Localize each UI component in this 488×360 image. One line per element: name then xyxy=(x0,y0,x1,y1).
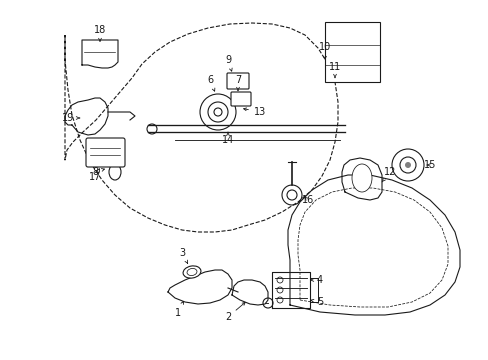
Ellipse shape xyxy=(183,266,201,278)
Circle shape xyxy=(404,162,410,168)
Text: 9: 9 xyxy=(224,55,232,71)
Text: 3: 3 xyxy=(179,248,187,264)
Text: 2: 2 xyxy=(224,302,244,322)
FancyBboxPatch shape xyxy=(226,73,248,89)
FancyBboxPatch shape xyxy=(325,22,379,82)
Text: 13: 13 xyxy=(243,107,265,117)
Text: 4: 4 xyxy=(310,275,323,285)
Text: 7: 7 xyxy=(234,75,241,91)
FancyBboxPatch shape xyxy=(86,138,125,167)
Text: 8: 8 xyxy=(92,167,104,177)
Ellipse shape xyxy=(109,164,121,180)
Text: 6: 6 xyxy=(206,75,214,91)
Text: 11: 11 xyxy=(328,62,341,78)
Text: 10: 10 xyxy=(318,42,330,59)
Text: 17: 17 xyxy=(89,169,101,182)
FancyBboxPatch shape xyxy=(230,92,250,106)
Text: 1: 1 xyxy=(175,301,183,318)
Text: 19: 19 xyxy=(62,113,80,123)
Text: 16: 16 xyxy=(301,195,313,205)
Text: 12: 12 xyxy=(381,167,395,182)
Text: 14: 14 xyxy=(222,132,234,145)
Ellipse shape xyxy=(186,269,197,275)
Text: 15: 15 xyxy=(423,160,435,170)
Text: 5: 5 xyxy=(310,297,323,307)
Text: 18: 18 xyxy=(94,25,106,41)
Ellipse shape xyxy=(351,164,371,192)
